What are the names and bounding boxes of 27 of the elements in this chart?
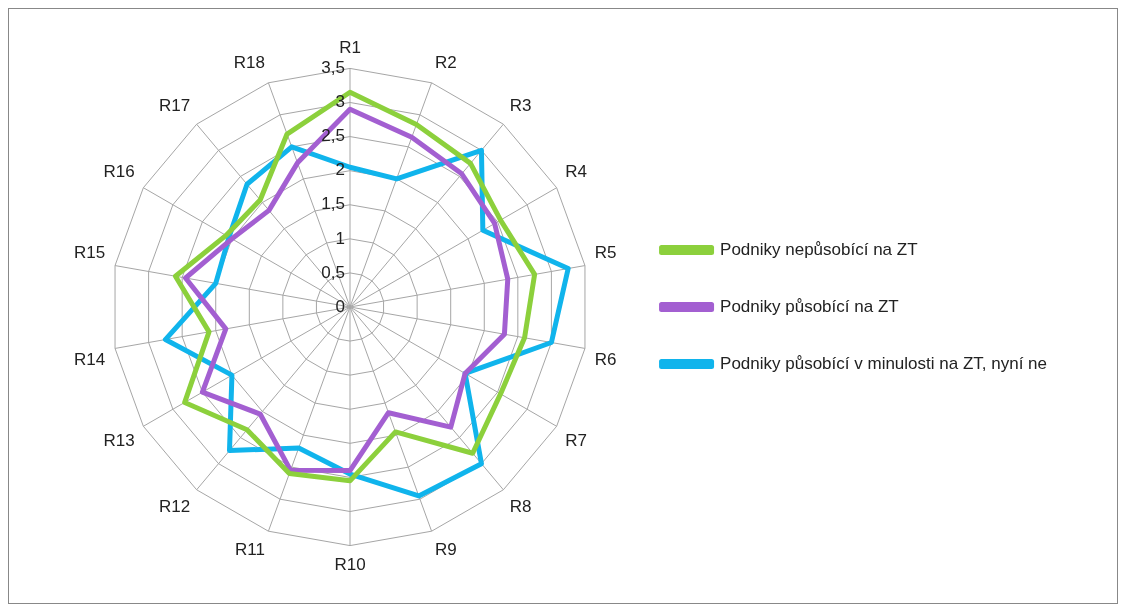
spoke-label: R6 bbox=[594, 350, 617, 370]
spoke-label: R3 bbox=[509, 96, 532, 116]
spoke-label: R9 bbox=[435, 540, 457, 560]
legend-label: Podniky nepůsobící na ZT bbox=[720, 239, 918, 259]
spoke-label: R12 bbox=[159, 497, 191, 517]
legend-label: Podniky působící na ZT bbox=[720, 296, 899, 316]
spoke-label: R17 bbox=[159, 96, 191, 116]
legend-label: Podniky působící v minulosti na ZT, nyní ne bbox=[720, 353, 1048, 373]
spoke-label: R7 bbox=[565, 431, 588, 451]
y-tick-label: 3,5 bbox=[321, 58, 345, 78]
y-tick-label: 0,5 bbox=[321, 262, 345, 282]
spoke-label: R1 bbox=[339, 37, 361, 57]
spoke-label: R15 bbox=[74, 243, 106, 263]
y-tick-label: 2 bbox=[335, 160, 345, 180]
spoke-label: R2 bbox=[435, 52, 457, 72]
spoke-label: R4 bbox=[565, 162, 588, 182]
y-tick-label: 1 bbox=[335, 228, 345, 248]
spoke-label: R16 bbox=[103, 162, 135, 182]
spoke-label: R5 bbox=[594, 243, 617, 263]
spoke-label: R8 bbox=[509, 497, 532, 517]
y-tick-label: 1,5 bbox=[321, 194, 345, 214]
spoke-label: R14 bbox=[74, 350, 106, 370]
spoke-label: R10 bbox=[334, 555, 366, 575]
y-tick-label: 0 bbox=[335, 296, 345, 316]
spoke-label: R18 bbox=[233, 52, 265, 72]
spoke-label: R13 bbox=[103, 431, 135, 451]
spoke-label: R11 bbox=[235, 540, 265, 560]
